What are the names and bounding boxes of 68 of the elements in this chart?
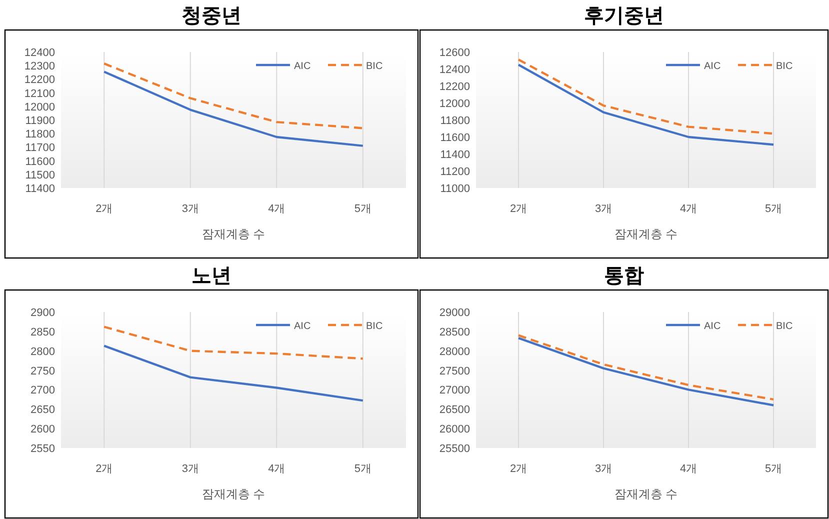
x-tick-label: 2개: [510, 463, 528, 475]
legend-label: BIC: [366, 321, 383, 332]
y-tick-label: 12400: [439, 64, 470, 76]
y-tick-label: 2550: [30, 443, 55, 455]
legend-label: BIC: [366, 61, 383, 72]
chart-title: 통합: [604, 265, 644, 287]
legend-label: AIC: [704, 321, 721, 332]
y-tick-label: 12200: [439, 81, 470, 93]
y-tick-label: 11500: [25, 169, 55, 182]
x-tick-label: 5개: [764, 203, 782, 215]
legend-label: AIC: [294, 61, 311, 72]
x-tick-label: 3개: [182, 203, 199, 215]
y-tick-label: 12300: [24, 60, 55, 73]
y-tick-label: 11600: [440, 132, 470, 144]
legend-label: BIC: [776, 61, 793, 72]
y-tick-label: 2750: [30, 365, 55, 378]
y-tick-label: 2650: [30, 404, 55, 416]
y-tick-label: 11800: [25, 128, 55, 141]
x-tick-label: 5개: [354, 203, 372, 215]
y-tick-label: 2900: [30, 307, 55, 319]
x-tick-label: 2개: [96, 463, 113, 475]
y-tick-label: 2800: [30, 346, 55, 358]
y-tick-label: 12400: [24, 47, 55, 59]
legend-label: AIC: [704, 61, 721, 72]
x-tick-label: 3개: [182, 463, 199, 475]
y-tick-label: 11200: [440, 166, 470, 178]
x-tick-label: 4개: [680, 463, 698, 475]
y-tick-label: 11800: [440, 115, 470, 127]
legend-label: BIC: [776, 321, 793, 332]
x-tick-label: 3개: [594, 463, 612, 475]
y-tick-label: 12000: [439, 98, 470, 110]
chart-title: 청중년: [182, 5, 242, 27]
x-tick-label: 4개: [680, 203, 698, 215]
y-tick-label: 29000: [439, 307, 470, 319]
chart-title: 후기중년: [584, 5, 664, 27]
x-axis-title: 잠재계층 수: [614, 227, 678, 241]
x-tick-label: 4개: [268, 463, 286, 475]
legend-label: AIC: [294, 321, 311, 332]
x-axis-title: 잠재계층 수: [202, 487, 266, 501]
y-tick-label: 2700: [30, 384, 55, 397]
y-tick-label: 27500: [439, 365, 470, 378]
x-axis-title: 잠재계층 수: [202, 227, 266, 241]
x-tick-label: 3개: [594, 203, 612, 215]
y-tick-label: 27000: [439, 384, 470, 397]
y-tick-label: 12600: [439, 47, 470, 59]
y-tick-label: 28500: [439, 326, 470, 338]
x-tick-label: 2개: [510, 203, 528, 215]
x-tick-label: 5개: [764, 463, 782, 475]
y-tick-label: 11400: [440, 149, 470, 161]
y-tick-label: 25500: [439, 443, 470, 455]
y-tick-label: 11400: [25, 183, 55, 195]
y-tick-label: 2850: [30, 326, 55, 338]
y-tick-label: 11900: [25, 115, 55, 127]
x-tick-label: 4개: [268, 203, 286, 215]
y-tick-label: 26500: [439, 404, 470, 416]
y-tick-label: 2600: [30, 424, 55, 436]
y-tick-label: 11000: [440, 183, 470, 195]
x-axis-title: 잠재계층 수: [614, 487, 678, 501]
y-tick-label: 28000: [439, 346, 470, 358]
chart-title: 노년: [192, 265, 232, 287]
y-tick-label: 12200: [24, 74, 55, 86]
y-tick-label: 12000: [24, 101, 55, 114]
y-tick-label: 26000: [439, 424, 470, 436]
y-tick-label: 12100: [24, 88, 55, 100]
x-tick-label: 5개: [354, 463, 372, 475]
y-tick-label: 11600: [25, 156, 55, 168]
x-tick-label: 2개: [96, 203, 113, 215]
y-tick-label: 11700: [25, 142, 55, 154]
